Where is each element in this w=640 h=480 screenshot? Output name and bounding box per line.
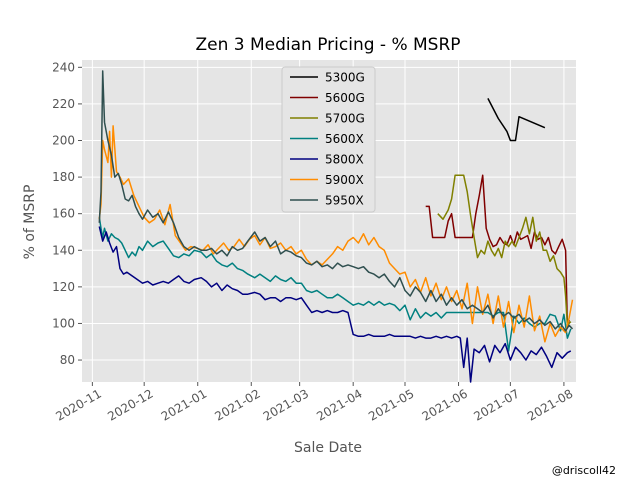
y-axis-label: % of MSRP [22, 185, 38, 260]
series-line-5950x [98, 70, 574, 332]
credit-label: @driscoll42 [552, 464, 616, 477]
legend-label-5600g: 5600G [325, 91, 365, 105]
legend-label-5800x: 5800X [325, 153, 364, 167]
y-axis: 80 100 120 140 160 180 200 220 240 [52, 60, 82, 367]
legend-label-5950x: 5950X [325, 194, 364, 208]
legend: 5300G 5600G 5700G 5600X 5800X 5900X 5950X [281, 66, 376, 213]
chart-title: Zen 3 Median Pricing - % MSRP [195, 35, 460, 55]
legend-label-5900x: 5900X [325, 173, 364, 187]
series-line-5700g [437, 174, 572, 327]
y-tick-label: 240 [52, 60, 75, 74]
series-line-5800x [98, 226, 572, 383]
legend-box [281, 66, 376, 213]
y-tick-label: 200 [52, 134, 75, 148]
y-tick-label: 180 [52, 170, 75, 184]
series-line-5900x [98, 125, 574, 343]
y-tick-label: 100 [52, 316, 75, 330]
legend-label-5600x: 5600X [325, 132, 364, 146]
x-axis-label: Sale Date [294, 440, 362, 456]
y-tick-label: 160 [52, 207, 75, 221]
series-line-5600g [425, 174, 570, 328]
legend-label-5300g: 5300G [325, 71, 365, 85]
y-tick-label: 140 [52, 243, 75, 257]
series-line-5300g [487, 98, 546, 142]
series-layer [98, 70, 574, 383]
y-tick-label: 120 [52, 280, 75, 294]
y-tick-label: 220 [52, 97, 75, 111]
y-tick-label: 80 [60, 353, 75, 367]
legend-label-5700g: 5700G [325, 112, 365, 126]
